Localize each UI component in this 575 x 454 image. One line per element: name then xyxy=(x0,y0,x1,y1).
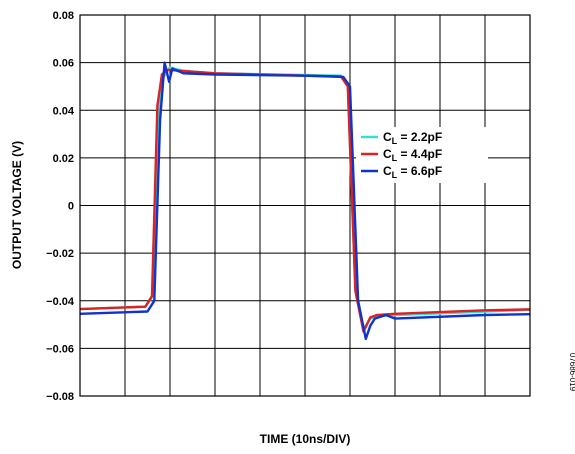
y-tick-label: 0.08 xyxy=(53,10,74,22)
grid xyxy=(80,15,530,396)
y-tick-label: 0 xyxy=(68,201,74,213)
y-tick-label: −0.08 xyxy=(46,391,74,403)
y-tick-label: −0.02 xyxy=(46,248,74,260)
y-tick-label: −0.06 xyxy=(46,343,74,355)
x-axis-label: TIME (10ns/DIV) xyxy=(260,432,351,446)
y-tick-label: 0.04 xyxy=(53,105,75,117)
watermark-label: 07686-019 xyxy=(568,353,575,392)
y-tick-labels: 0.08 0.06 0.04 0.02 0 −0.02 −0.04 −0.06 −0.08 xyxy=(46,10,75,403)
y-tick-label: −0.04 xyxy=(46,296,75,308)
legend-label: CL = 6.6pF xyxy=(383,164,442,180)
legend-label: CL = 4.4pF xyxy=(383,147,442,163)
y-tick-label: 0.02 xyxy=(53,153,74,165)
legend-label: CL = 2.2pF xyxy=(383,130,442,146)
y-axis-label: OUTPUT VOLTAGE (V) xyxy=(10,141,24,269)
series-line-3 xyxy=(80,61,530,341)
plot-frame xyxy=(79,14,531,397)
y-tick-label: 0.06 xyxy=(53,58,74,70)
series-layer xyxy=(80,61,530,341)
